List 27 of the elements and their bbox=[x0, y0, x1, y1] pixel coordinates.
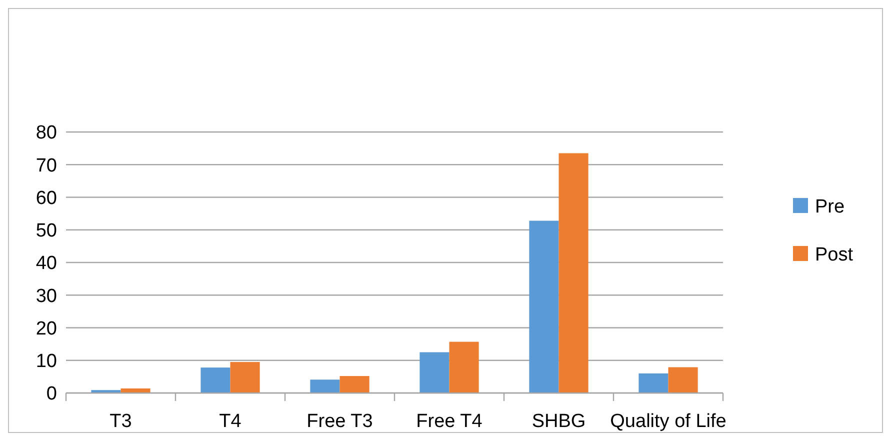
x-tick-label: T3 bbox=[110, 411, 132, 432]
bar bbox=[200, 368, 230, 393]
y-tick-label: 10 bbox=[36, 351, 57, 372]
y-tick-label: 70 bbox=[36, 155, 57, 176]
bar bbox=[638, 373, 668, 393]
bar bbox=[668, 367, 698, 393]
x-tick-label: Free T4 bbox=[416, 411, 483, 432]
y-tick-label: 80 bbox=[36, 122, 57, 144]
bar bbox=[310, 380, 340, 393]
bar bbox=[230, 362, 260, 393]
y-tick-label: 60 bbox=[36, 188, 57, 209]
bar bbox=[529, 220, 559, 393]
bar bbox=[340, 376, 370, 393]
x-tick-label: Free T3 bbox=[306, 411, 373, 432]
x-tick-label: Quality of Life bbox=[610, 411, 726, 432]
y-tick-label: 0 bbox=[46, 384, 57, 405]
x-tick-label: SHBG bbox=[532, 411, 586, 432]
bar bbox=[420, 352, 450, 393]
y-tick-label: 20 bbox=[36, 318, 57, 340]
y-tick-label: 30 bbox=[36, 286, 57, 307]
x-tick-label: T4 bbox=[219, 411, 242, 432]
bar bbox=[449, 342, 479, 393]
bar bbox=[558, 153, 588, 393]
legend-label: Pre bbox=[815, 196, 845, 218]
y-tick-label: 40 bbox=[36, 253, 57, 274]
y-tick-label: 50 bbox=[36, 220, 57, 242]
legend-label: Post bbox=[815, 244, 854, 266]
